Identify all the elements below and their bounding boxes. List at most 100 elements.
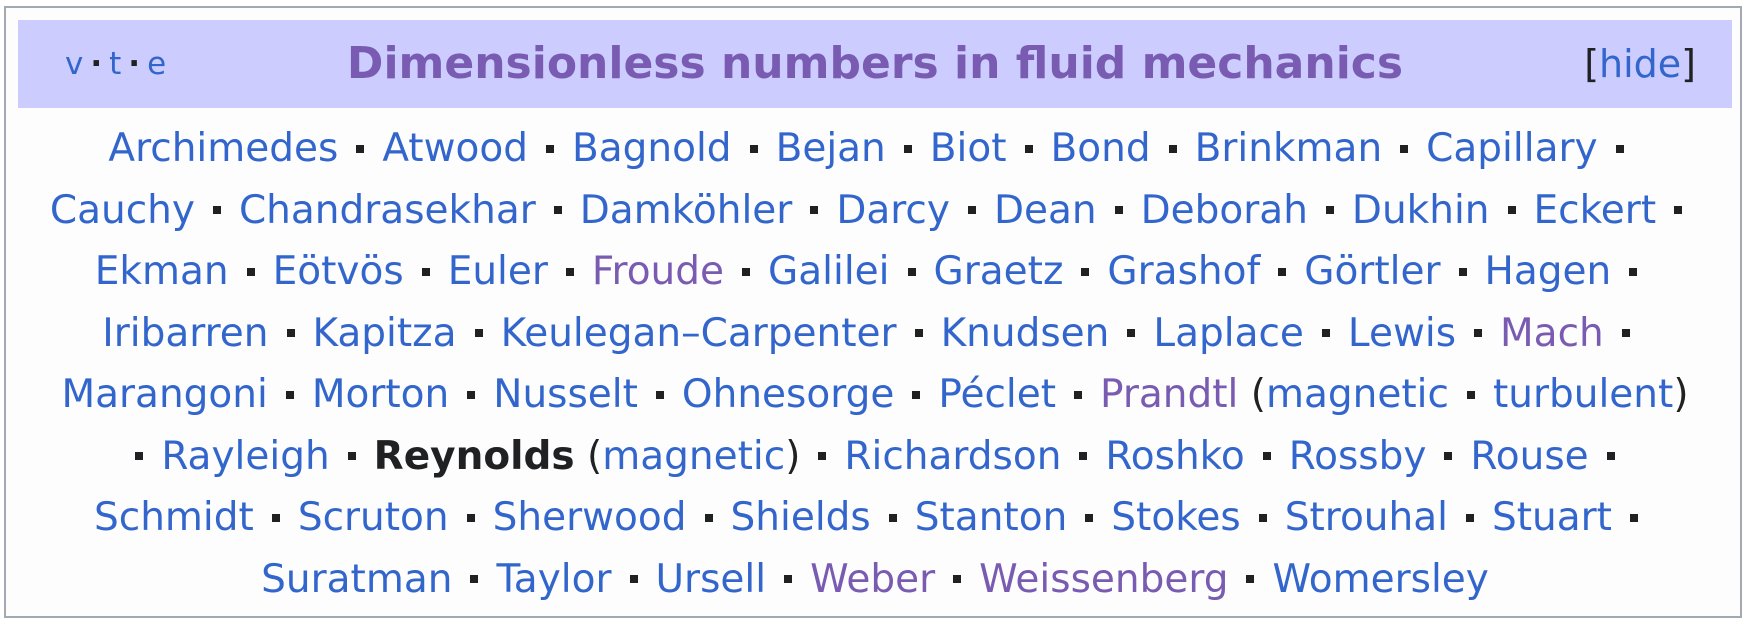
number-link[interactable]: magnetic (1266, 372, 1449, 417)
separator-dot (470, 575, 479, 583)
separator-dot (1325, 206, 1334, 214)
separator-dot (246, 267, 255, 276)
view-template-link[interactable]: v (65, 46, 84, 82)
number-link[interactable]: Péclet (938, 372, 1057, 417)
number-link[interactable]: Ekman (94, 249, 229, 294)
number-link[interactable]: Eötvös (272, 249, 404, 294)
number-link[interactable]: Lewis (1347, 310, 1457, 356)
number-link[interactable]: Rossby (1288, 433, 1427, 479)
number-link[interactable]: Dean (993, 187, 1097, 233)
number-link[interactable]: Ohnesorge (681, 372, 895, 417)
number-link[interactable]: Strouhal (1284, 495, 1448, 540)
parenthesis: ) (1673, 372, 1689, 417)
number-link[interactable]: Bejan (775, 126, 886, 171)
separator-dot (1444, 452, 1453, 460)
number-link[interactable]: Knudsen (940, 310, 1110, 356)
number-link[interactable]: Stuart (1491, 495, 1612, 540)
number-link[interactable]: Suratman (261, 556, 453, 602)
number-link[interactable]: Brinkman (1194, 126, 1383, 171)
vte-links: v · t · e (62, 20, 169, 108)
number-link[interactable]: Nusselt (493, 372, 638, 417)
separator-dot (742, 267, 751, 276)
number-link[interactable]: Galilei (768, 249, 890, 294)
separator-dot (1079, 452, 1088, 460)
number-link[interactable]: Laplace (1153, 310, 1304, 356)
number-link[interactable]: Grashof (1107, 249, 1261, 294)
number-link[interactable]: Marangoni (61, 372, 268, 417)
number-link[interactable]: Bond (1050, 126, 1151, 171)
number-link[interactable]: Biot (929, 126, 1007, 171)
number-link[interactable]: Rouse (1470, 433, 1589, 479)
separator-dot (1458, 267, 1467, 276)
number-link[interactable]: Scruton (297, 495, 449, 540)
number-link[interactable]: Atwood (382, 126, 528, 171)
number-link[interactable]: Kapitza (312, 310, 457, 356)
number-link[interactable]: Roshko (1105, 433, 1245, 479)
number-link[interactable]: Graetz (933, 249, 1064, 294)
number-link[interactable]: Stokes (1111, 495, 1241, 540)
parenthesis: ( (574, 433, 603, 479)
separator-dot (545, 144, 554, 153)
number-link[interactable]: Rayleigh (161, 433, 330, 479)
separator-dot (474, 329, 483, 337)
number-link[interactable]: Ursell (655, 556, 767, 602)
hide-button[interactable]: hide (1599, 42, 1682, 86)
parenthesis: ( (1238, 372, 1267, 417)
separator-dot (1621, 329, 1630, 337)
separator-dot (903, 144, 912, 153)
number-link[interactable]: Taylor (496, 556, 612, 602)
dimensionless-numbers-list: Archimedes Atwood Bagnold Bejan Biot Bond Brin… (18, 118, 1732, 610)
number-link[interactable]: Womersley (1272, 556, 1489, 602)
number-link[interactable]: Keulegan–Carpenter (500, 310, 897, 356)
number-link[interactable]: Sherwood (492, 495, 687, 540)
number-link[interactable]: Cauchy (49, 187, 195, 233)
separator-dot (1258, 513, 1267, 522)
number-link[interactable]: Schmidt (94, 495, 254, 540)
number-link[interactable]: Darcy (836, 187, 950, 233)
number-link[interactable]: Mach (1500, 310, 1604, 356)
separator-dot (347, 452, 356, 460)
separator-dot (271, 513, 280, 522)
number-link[interactable]: Dukhin (1351, 187, 1490, 233)
number-link[interactable]: Görtler (1304, 249, 1441, 294)
separator-dot (553, 206, 562, 214)
number-link[interactable]: Shields (730, 495, 871, 540)
separator-dot (1474, 329, 1483, 337)
separator-dot (286, 329, 295, 337)
number-link[interactable]: Deborah (1140, 187, 1308, 233)
number-link[interactable]: Hagen (1484, 249, 1612, 294)
separator-dot (212, 206, 221, 214)
number-link[interactable]: Euler (447, 249, 548, 294)
list-line: Archimedes Atwood Bagnold Bejan Biot Bond Brin… (18, 118, 1732, 180)
list-line: Schmidt Scruton Sherwood Shields Stanton Stok… (18, 487, 1732, 549)
number-link[interactable]: Richardson (844, 433, 1062, 479)
edit-template-link[interactable]: e (147, 46, 167, 82)
number-link[interactable]: Weissenberg (979, 556, 1229, 602)
separator-dot (810, 206, 819, 214)
number-link[interactable]: Archimedes (108, 126, 339, 171)
number-link[interactable]: Iribarren (102, 310, 269, 356)
separator-dot (749, 144, 758, 153)
number-link[interactable]: turbulent (1492, 372, 1674, 417)
list-line: Marangoni Morton Nusselt Ohnesorge Péclet Pra… (18, 364, 1732, 426)
separator-dot (1024, 144, 1033, 153)
separator-dot (285, 390, 294, 399)
number-link[interactable]: Capillary (1426, 126, 1598, 171)
number-link[interactable]: Damköhler (579, 187, 793, 233)
number-link[interactable]: Morton (311, 372, 450, 417)
number-link[interactable]: Chandrasekhar (238, 187, 536, 233)
separator-dot (1262, 452, 1271, 460)
number-link[interactable]: magnetic (602, 433, 786, 479)
number-link[interactable]: Eckert (1533, 187, 1657, 233)
number-link[interactable]: Froude (591, 249, 725, 294)
number-link[interactable]: Bagnold (571, 126, 732, 171)
list-line: Suratman Taylor Ursell Weber Weissenberg Wome… (18, 549, 1732, 611)
separator-dot (1168, 144, 1177, 153)
navbox: v · t · e Dimensionless numbers in fluid… (4, 6, 1742, 618)
number-link[interactable]: Weber (810, 556, 936, 602)
list-line: Cauchy Chandrasekhar Damköhler Darcy Dean Deb… (18, 180, 1732, 242)
talk-template-link[interactable]: t (109, 46, 122, 82)
list-line: Iribarren Kapitza Keulegan–Carpenter Knudse… (18, 303, 1732, 365)
number-link[interactable]: Prandtl (1100, 372, 1239, 417)
number-link[interactable]: Stanton (914, 495, 1068, 540)
